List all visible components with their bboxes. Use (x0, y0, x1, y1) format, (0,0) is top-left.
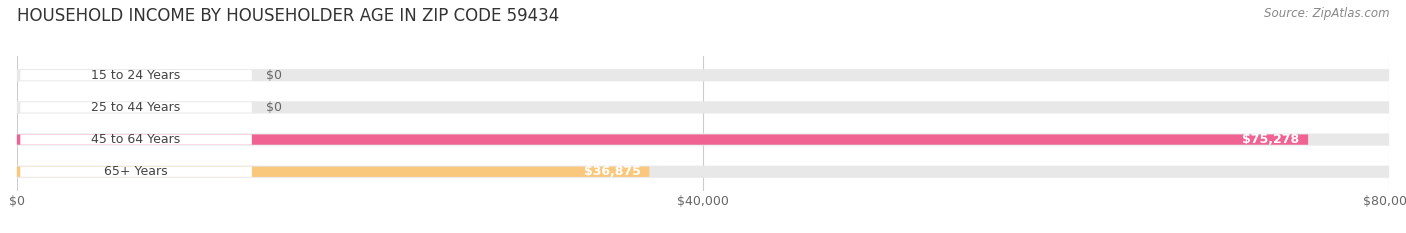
FancyBboxPatch shape (17, 101, 1389, 113)
Text: 45 to 64 Years: 45 to 64 Years (91, 133, 181, 146)
FancyBboxPatch shape (17, 166, 1389, 178)
Text: HOUSEHOLD INCOME BY HOUSEHOLDER AGE IN ZIP CODE 59434: HOUSEHOLD INCOME BY HOUSEHOLDER AGE IN Z… (17, 7, 560, 25)
Text: $36,875: $36,875 (583, 165, 641, 178)
FancyBboxPatch shape (17, 134, 1389, 146)
FancyBboxPatch shape (20, 134, 252, 145)
FancyBboxPatch shape (17, 134, 1308, 145)
Text: $0: $0 (266, 101, 281, 114)
FancyBboxPatch shape (20, 70, 252, 80)
Text: 25 to 44 Years: 25 to 44 Years (91, 101, 181, 114)
Text: $75,278: $75,278 (1243, 133, 1299, 146)
Text: $0: $0 (266, 69, 281, 82)
FancyBboxPatch shape (20, 167, 252, 177)
FancyBboxPatch shape (17, 167, 650, 177)
FancyBboxPatch shape (17, 69, 1389, 81)
Text: Source: ZipAtlas.com: Source: ZipAtlas.com (1264, 7, 1389, 20)
Text: 15 to 24 Years: 15 to 24 Years (91, 69, 181, 82)
Text: 65+ Years: 65+ Years (104, 165, 167, 178)
FancyBboxPatch shape (20, 102, 252, 113)
